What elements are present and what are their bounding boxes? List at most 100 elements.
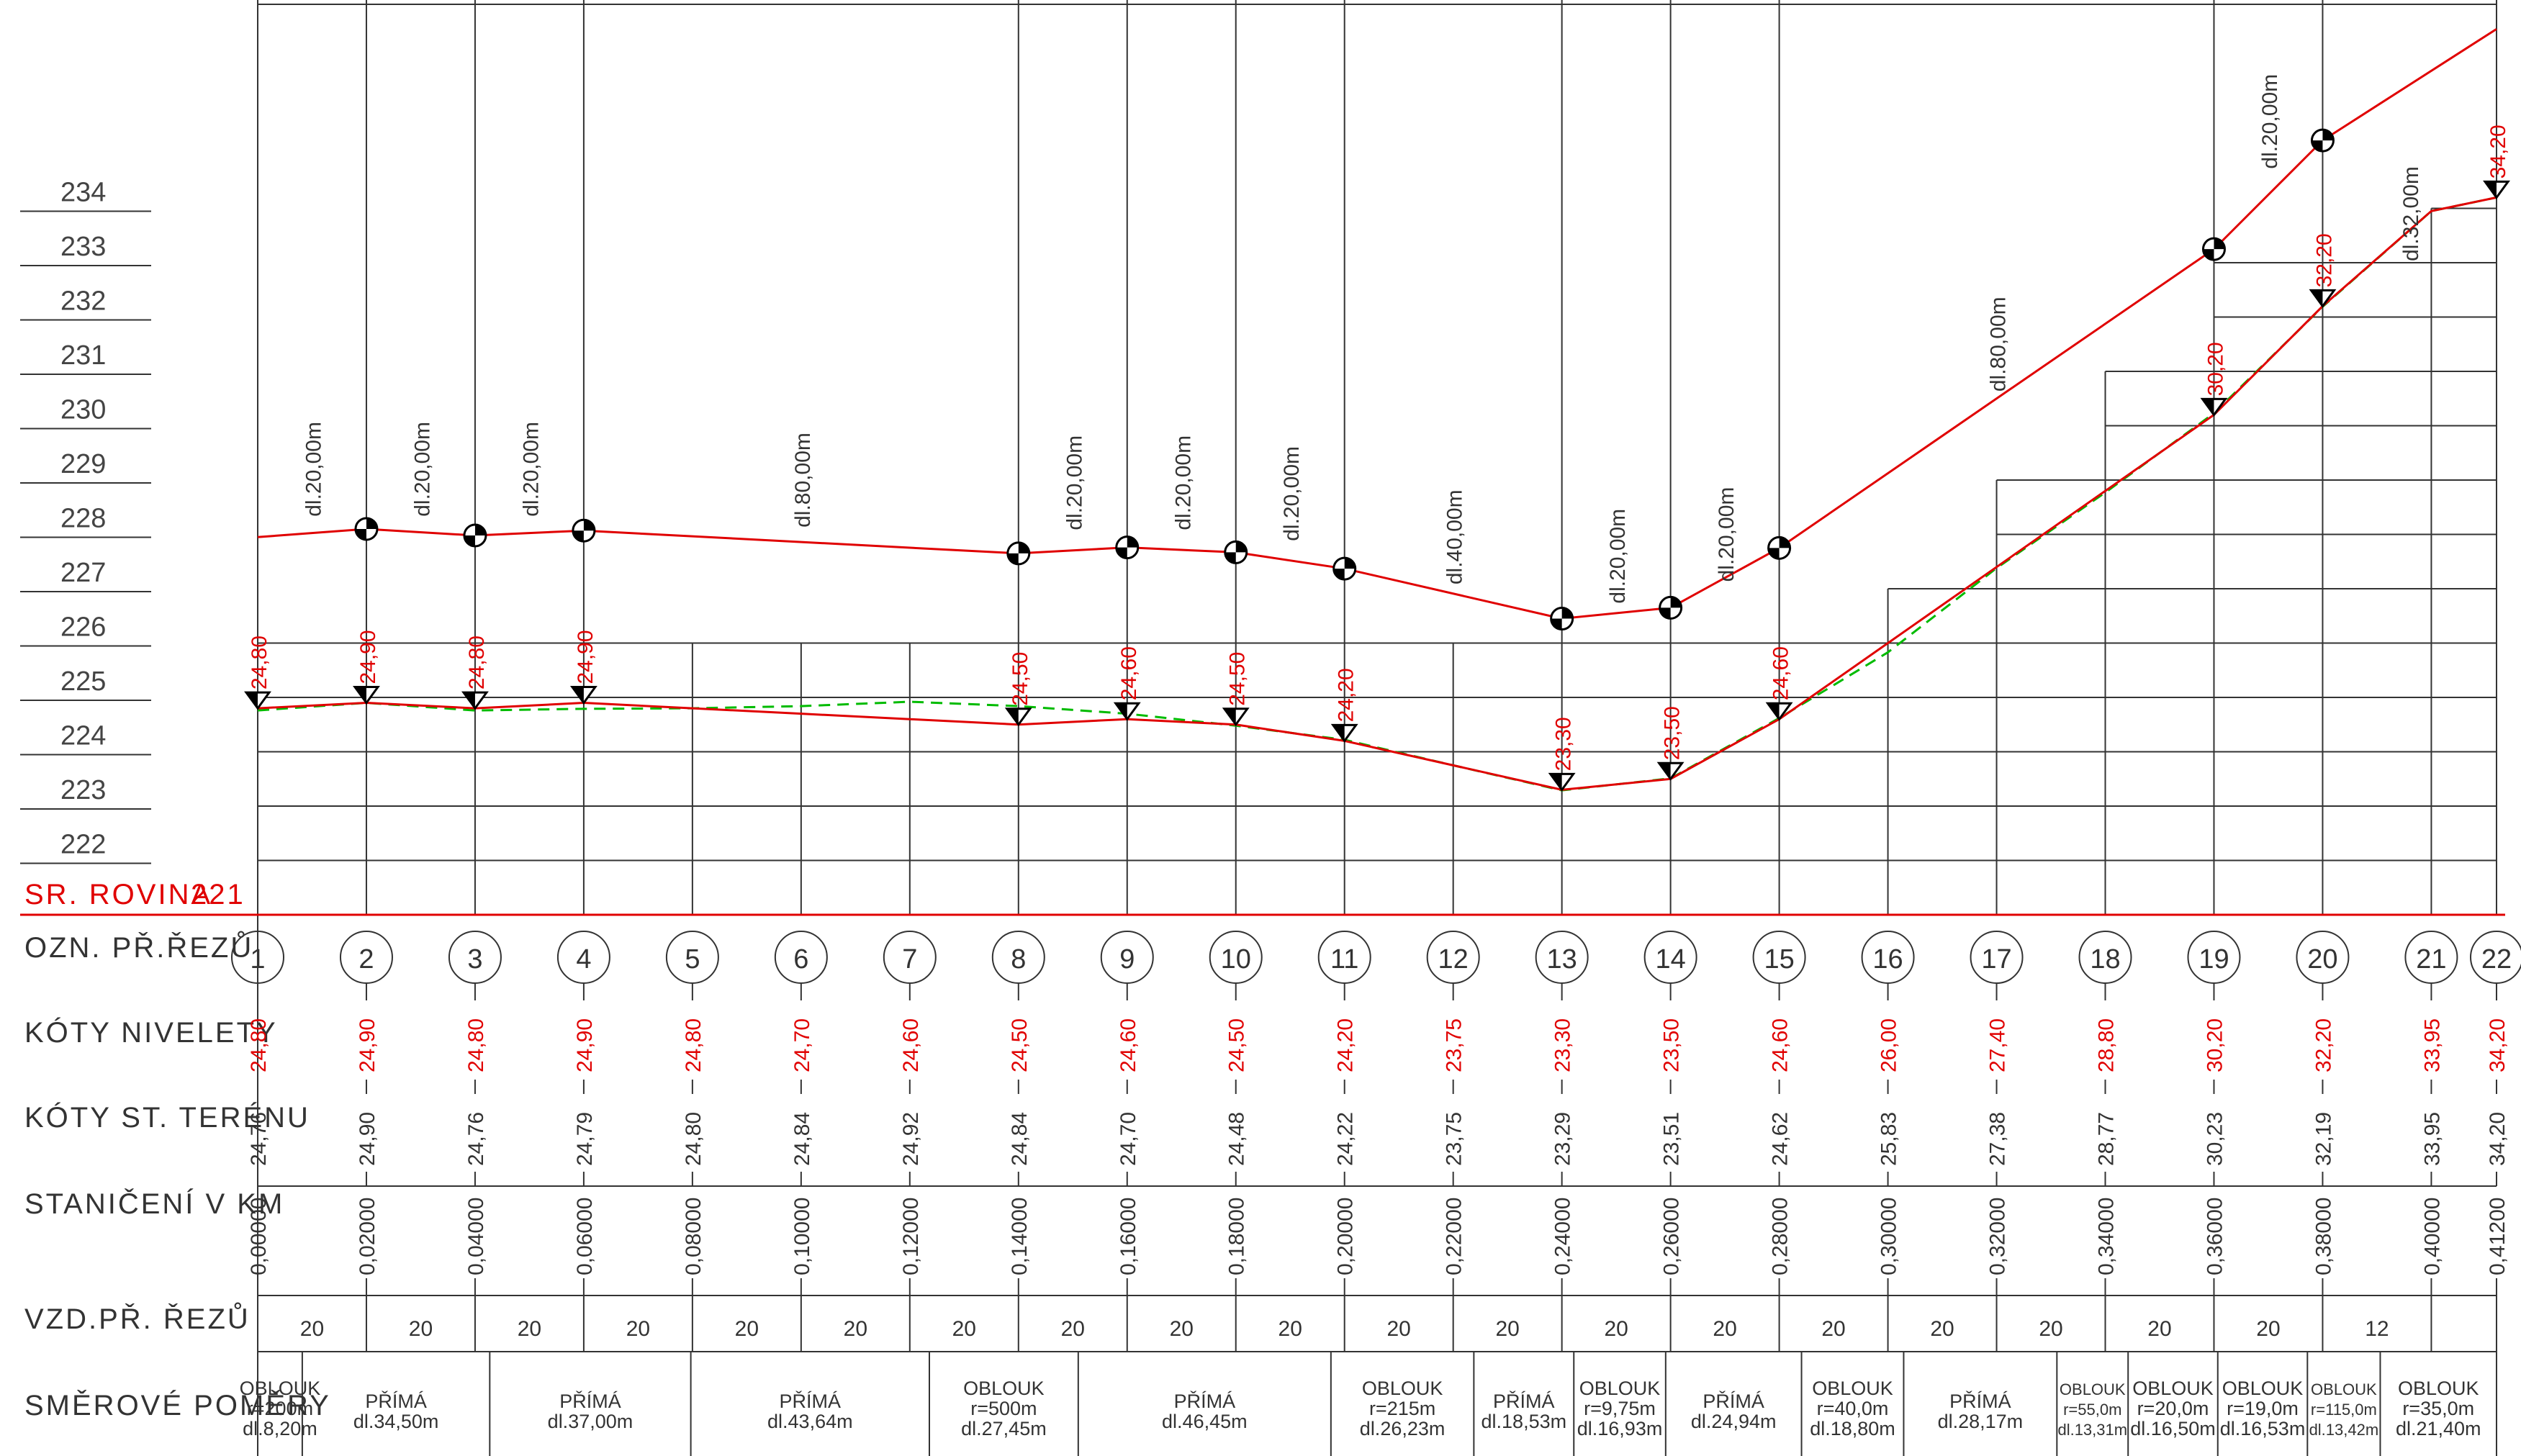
design-level-value: 24,20	[1334, 1018, 1358, 1072]
survey-point-fill-a	[355, 528, 366, 540]
level-marker	[1656, 761, 1685, 781]
datum-value: 221	[191, 879, 245, 910]
survey-point-fill-b	[1018, 542, 1029, 553]
alignment-detail: dl.28,17m	[1938, 1411, 2024, 1432]
row-title-sections: OZN. PŘ.ŘEZŮ	[24, 930, 253, 964]
alignment-type: OBLOUK	[1362, 1378, 1443, 1399]
level-triangle-fill	[354, 687, 366, 703]
chainage-value: 0,41200	[2486, 1198, 2509, 1275]
level-marker	[1330, 723, 1358, 743]
alignment-detail: dl.16,50m	[2130, 1418, 2216, 1439]
level-marker-label: 24,50	[1009, 652, 1032, 706]
level-triangle-fill	[1332, 725, 1345, 741]
level-marker	[2309, 289, 2337, 308]
alignment-detail: r=500m	[970, 1398, 1037, 1419]
elevation-tick-label: 227	[60, 558, 106, 588]
elevation-tick-label: 232	[60, 286, 106, 317]
section-number: 9	[1119, 944, 1135, 975]
level-triangle-fill	[2311, 290, 2323, 307]
level-marker-label: 30,20	[2204, 342, 2227, 396]
profile-markers: 24,80 24,90 24,80 24,90 24,50 24,60 24,50 24,20…	[244, 125, 2510, 792]
terrain-level-value: 30,23	[2203, 1112, 2227, 1166]
chainage-value: 0,34000	[2095, 1198, 2119, 1275]
segment-length-label: dl.80,00m	[1987, 297, 2011, 392]
survey-point-marker	[463, 523, 487, 548]
alignment-detail: r=115,0m	[2311, 1401, 2377, 1419]
spacing-value: 20	[2256, 1317, 2280, 1341]
terrain-level-value: 34,20	[2486, 1112, 2509, 1166]
terrain-level-value: 24,70	[1117, 1112, 1140, 1166]
level-triangle-fill	[246, 692, 258, 709]
chainage-value: 0,28000	[1769, 1198, 1792, 1275]
survey-point-fill-b	[2214, 238, 2225, 250]
survey-point-fill-a	[1007, 553, 1019, 564]
terrain-level-value: 24,48	[1225, 1112, 1249, 1166]
segment-length-label: dl.20,00m	[302, 422, 325, 517]
level-triangle-fill	[1224, 708, 1236, 725]
survey-point-fill-a	[1225, 552, 1236, 564]
spacing-value: 20	[2039, 1317, 2062, 1341]
spacing-value: 20	[844, 1317, 867, 1341]
datum-row: SR. ROVINA 221	[20, 879, 2505, 916]
level-marker-label: 24,60	[1769, 646, 1793, 700]
elevation-tick-label: 229	[60, 449, 106, 479]
spacing-value: 20	[300, 1317, 324, 1341]
survey-point-marker	[1115, 535, 1140, 560]
level-marker	[1004, 707, 1032, 727]
row-title-chainage: STANIČENÍ V KM	[24, 1188, 284, 1220]
elevation-tick-label: 233	[60, 232, 106, 262]
survey-point-marker	[2310, 128, 2335, 153]
section-number: 12	[1438, 944, 1469, 975]
section-number: 16	[1872, 944, 1903, 975]
chainage-value: 0,24000	[1551, 1198, 1575, 1275]
segment-length-label: dl.20,00m	[1063, 435, 1086, 530]
survey-point-fill-b	[1127, 536, 1138, 548]
alignment-detail: dl.18,53m	[1482, 1411, 1567, 1432]
survey-point-fill-b	[474, 525, 486, 536]
chainage-value: 0,08000	[682, 1198, 705, 1275]
spacing-value: 20	[1170, 1317, 1194, 1341]
design-level-value: 24,80	[247, 1018, 271, 1072]
spacing-value: 20	[1604, 1317, 1628, 1341]
row-title-alignment: SMĚROVÉ POMĚRY	[24, 1389, 331, 1421]
design-level-value: 26,00	[1877, 1018, 1901, 1072]
alignment-type: OBLOUK	[1812, 1378, 1893, 1399]
terrain-level-value: 32,19	[2312, 1112, 2335, 1166]
level-marker-label: 24,90	[356, 630, 380, 684]
alignment-type: OBLOUK	[2222, 1378, 2304, 1399]
level-marker	[2483, 180, 2510, 199]
spacing-value: 20	[1495, 1317, 1519, 1341]
alignment-type: PŘÍMÁ	[1493, 1390, 1555, 1412]
level-triangle-fill	[2485, 181, 2497, 198]
section-number: 19	[2198, 944, 2229, 975]
level-triangle-fill	[572, 687, 584, 703]
survey-point-fill-a	[1551, 618, 1562, 630]
design-level-value: 24,60	[1769, 1018, 1792, 1072]
alignment-type: PŘÍMÁ	[1174, 1390, 1236, 1412]
survey-point-fill-a	[1116, 547, 1127, 559]
section-number: 6	[793, 944, 808, 975]
terrain-level-value: 24,62	[1769, 1112, 1792, 1166]
survey-point-marker	[2201, 237, 2226, 261]
level-marker	[569, 686, 597, 705]
segment-length-label: dl.80,00m	[791, 433, 815, 528]
alignment-type: OBLOUK	[2398, 1378, 2479, 1399]
design-level-value: 24,90	[356, 1018, 379, 1072]
datum-label: SR. ROVINA	[24, 879, 212, 910]
chainage-value: 0,20000	[1334, 1198, 1358, 1275]
level-marker-label: 23,50	[1661, 706, 1685, 760]
level-marker	[2200, 397, 2228, 417]
survey-point-marker	[1332, 556, 1357, 581]
design-level-value: 23,30	[1551, 1018, 1575, 1072]
section-number: 22	[2481, 944, 2512, 975]
alignment-type: OBLOUK	[2311, 1380, 2377, 1398]
spacing-value: 20	[1713, 1317, 1736, 1341]
survey-point-marker	[1006, 541, 1031, 566]
survey-point-fill-b	[1670, 597, 1682, 608]
level-triangle-fill	[1006, 708, 1019, 725]
alignment-type: PŘÍMÁ	[559, 1390, 621, 1412]
elevation-tick-label: 222	[60, 830, 106, 860]
section-number: 1	[250, 944, 265, 975]
segment-length-label: dl.20,00m	[519, 422, 543, 517]
